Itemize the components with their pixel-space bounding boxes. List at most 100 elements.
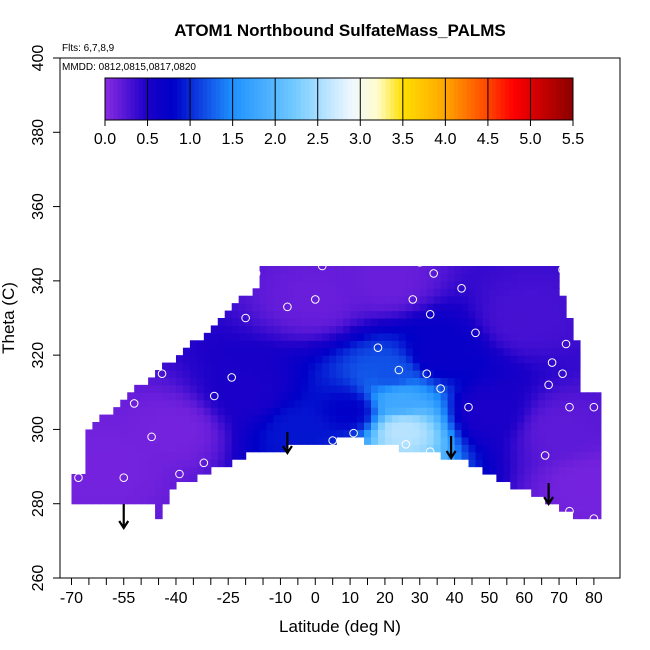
field-cell	[552, 347, 560, 356]
field-cell	[475, 288, 484, 297]
field-cell	[440, 310, 449, 319]
field-cell	[405, 310, 414, 319]
field-cell	[364, 295, 372, 304]
field-cell	[510, 288, 518, 297]
field-cell	[217, 370, 226, 379]
field-cell	[189, 422, 198, 431]
field-cell	[433, 325, 442, 334]
field-cell	[475, 310, 484, 319]
field-cell	[510, 444, 518, 453]
field-cell	[384, 362, 393, 371]
field-cell	[134, 488, 142, 497]
field-cell	[454, 392, 463, 401]
field-cell	[405, 273, 414, 282]
field-cell	[572, 414, 581, 423]
field-cell	[350, 332, 358, 341]
field-cell	[482, 377, 491, 386]
field-cell	[559, 318, 567, 327]
field-cell	[538, 481, 546, 490]
field-cell	[433, 436, 442, 445]
field-cell	[545, 347, 553, 356]
field-cell	[510, 407, 518, 416]
field-cell	[419, 422, 428, 431]
field-cell	[545, 399, 553, 408]
field-cell	[503, 370, 511, 379]
field-cell	[552, 295, 560, 304]
field-cell	[99, 444, 107, 453]
field-cell	[287, 362, 295, 371]
field-cell	[559, 474, 567, 483]
field-cell	[572, 370, 581, 379]
field-cell	[294, 332, 302, 341]
field-cell	[412, 362, 421, 371]
field-cell	[224, 347, 233, 356]
field-cell	[294, 318, 302, 327]
field-cell	[405, 392, 414, 401]
field-cell	[99, 436, 107, 445]
field-cell	[510, 370, 518, 379]
field-cell	[252, 347, 261, 356]
field-cell	[322, 422, 330, 431]
y-tick-label: 320	[30, 342, 47, 369]
field-cell	[301, 332, 309, 341]
field-cell	[238, 429, 247, 438]
field-cell	[468, 377, 477, 386]
field-cell	[579, 451, 588, 460]
field-cell	[224, 355, 233, 364]
field-cell	[155, 370, 163, 379]
field-cell	[524, 266, 532, 275]
field-cell	[315, 392, 323, 401]
field-cell	[350, 347, 358, 356]
field-cell	[468, 347, 477, 356]
field-cell	[461, 280, 470, 289]
field-cell	[322, 295, 330, 304]
field-cell	[454, 429, 463, 438]
field-cell	[426, 399, 435, 408]
field-cell	[566, 466, 574, 475]
field-cell	[343, 273, 351, 282]
field-cell	[364, 266, 372, 275]
field-cell	[440, 392, 449, 401]
field-cell	[182, 459, 191, 468]
field-cell	[447, 340, 456, 349]
field-cell	[99, 496, 107, 505]
field-cell	[273, 332, 282, 341]
field-cell	[169, 370, 177, 379]
field-cell	[336, 370, 344, 379]
field-cell	[217, 407, 226, 416]
field-cell	[475, 266, 484, 275]
field-cell	[489, 370, 497, 379]
field-cell	[538, 377, 546, 386]
field-cell	[419, 384, 428, 393]
field-cell	[503, 303, 511, 312]
colorbar-swatch	[275, 78, 280, 120]
field-cell	[433, 407, 442, 416]
field-cell	[384, 310, 393, 319]
field-cell	[370, 407, 379, 416]
field-cell	[169, 377, 177, 386]
field-cell	[496, 414, 504, 423]
field-cell	[364, 280, 372, 289]
colorbar-tick-label: 1.0	[179, 131, 201, 148]
field-cell	[280, 288, 289, 297]
field-cell	[252, 407, 261, 416]
field-cell	[433, 288, 442, 297]
field-cell	[224, 399, 233, 408]
field-cell	[155, 444, 163, 453]
field-cell	[252, 392, 261, 401]
field-cell	[301, 384, 309, 393]
field-cell	[106, 481, 114, 490]
field-cell	[336, 414, 344, 423]
field-cell	[329, 392, 337, 401]
colorbar-tick-label: 4.0	[434, 131, 456, 148]
field-cell	[336, 310, 344, 319]
field-cell	[113, 488, 121, 497]
field-cell	[141, 399, 149, 408]
field-cell	[141, 466, 149, 475]
field-cell	[593, 399, 602, 408]
colorbar-swatch	[347, 78, 353, 120]
field-cell	[517, 436, 525, 445]
field-cell	[461, 303, 470, 312]
colorbar-swatch	[224, 78, 229, 120]
field-cell	[559, 310, 567, 319]
